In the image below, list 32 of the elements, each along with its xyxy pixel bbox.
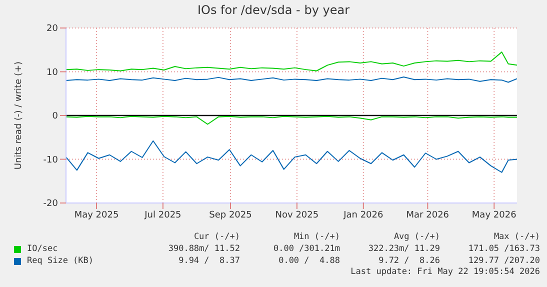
text: 171.05 /163.73	[467, 244, 540, 254]
x-tick-label: May 2025	[74, 210, 119, 220]
x-tick-label: Mar 2026	[406, 210, 450, 220]
text: Max (-/+)	[492, 232, 540, 243]
text: 322.23m/ 11.29	[367, 244, 440, 254]
y-tick-label: 10	[46, 68, 58, 78]
line-series	[66, 116, 517, 125]
x-tick-label: May 2026	[472, 210, 517, 220]
y-tick-label: 0	[52, 112, 58, 122]
text: 9.72 / 8.26	[378, 256, 440, 266]
text: Avg (-/+)	[392, 232, 440, 243]
line-series	[66, 52, 517, 72]
legend-label: Req Size (KB)	[27, 256, 95, 266]
y-tick-label: -10	[43, 155, 58, 166]
x-tick-label: Nov 2025	[275, 210, 319, 220]
text: 9.94 / 8.37	[178, 256, 240, 266]
x-tick-label: Jan 2026	[342, 210, 384, 220]
text: 390.88m/ 11.52	[167, 244, 240, 254]
y-tick-label: 20	[46, 24, 58, 34]
y-axis-title: Units read (-) / write (+)	[14, 61, 24, 170]
text: 129.77 /207.20	[467, 256, 540, 266]
x-tick-label: Sep 2025	[209, 210, 252, 220]
line-series	[66, 140, 517, 173]
text: Cur (-/+)	[192, 232, 240, 243]
text: 0.00 /301.21m	[272, 244, 340, 254]
chart-title: IOs for /dev/sda - by year	[196, 3, 351, 17]
x-tick-label: Jul 2025	[144, 210, 182, 220]
text: Last update: Fri May 22 19:05:54 2026	[350, 267, 540, 278]
text: Min (-/+)	[292, 232, 340, 243]
legend-label: IO/sec	[27, 244, 59, 254]
text: 0.00 / 4.88	[278, 256, 340, 266]
y-tick-label: -20	[43, 199, 58, 210]
